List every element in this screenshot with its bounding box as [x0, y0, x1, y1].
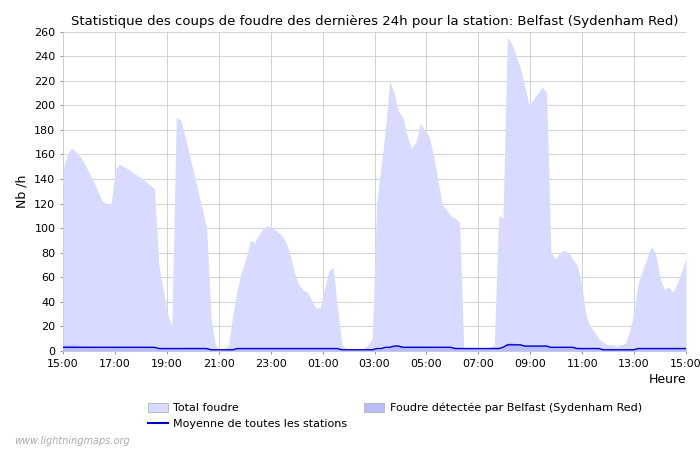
Text: Heure: Heure: [648, 374, 686, 387]
Legend: Total foudre, Moyenne de toutes les stations, Foudre détectée par Belfast (Syden: Total foudre, Moyenne de toutes les stat…: [144, 398, 646, 433]
Text: www.lightningmaps.org: www.lightningmaps.org: [14, 436, 130, 446]
Y-axis label: Nb /h: Nb /h: [15, 175, 29, 208]
Title: Statistique des coups de foudre des dernières 24h pour la station: Belfast (Syde: Statistique des coups de foudre des dern…: [71, 14, 678, 27]
